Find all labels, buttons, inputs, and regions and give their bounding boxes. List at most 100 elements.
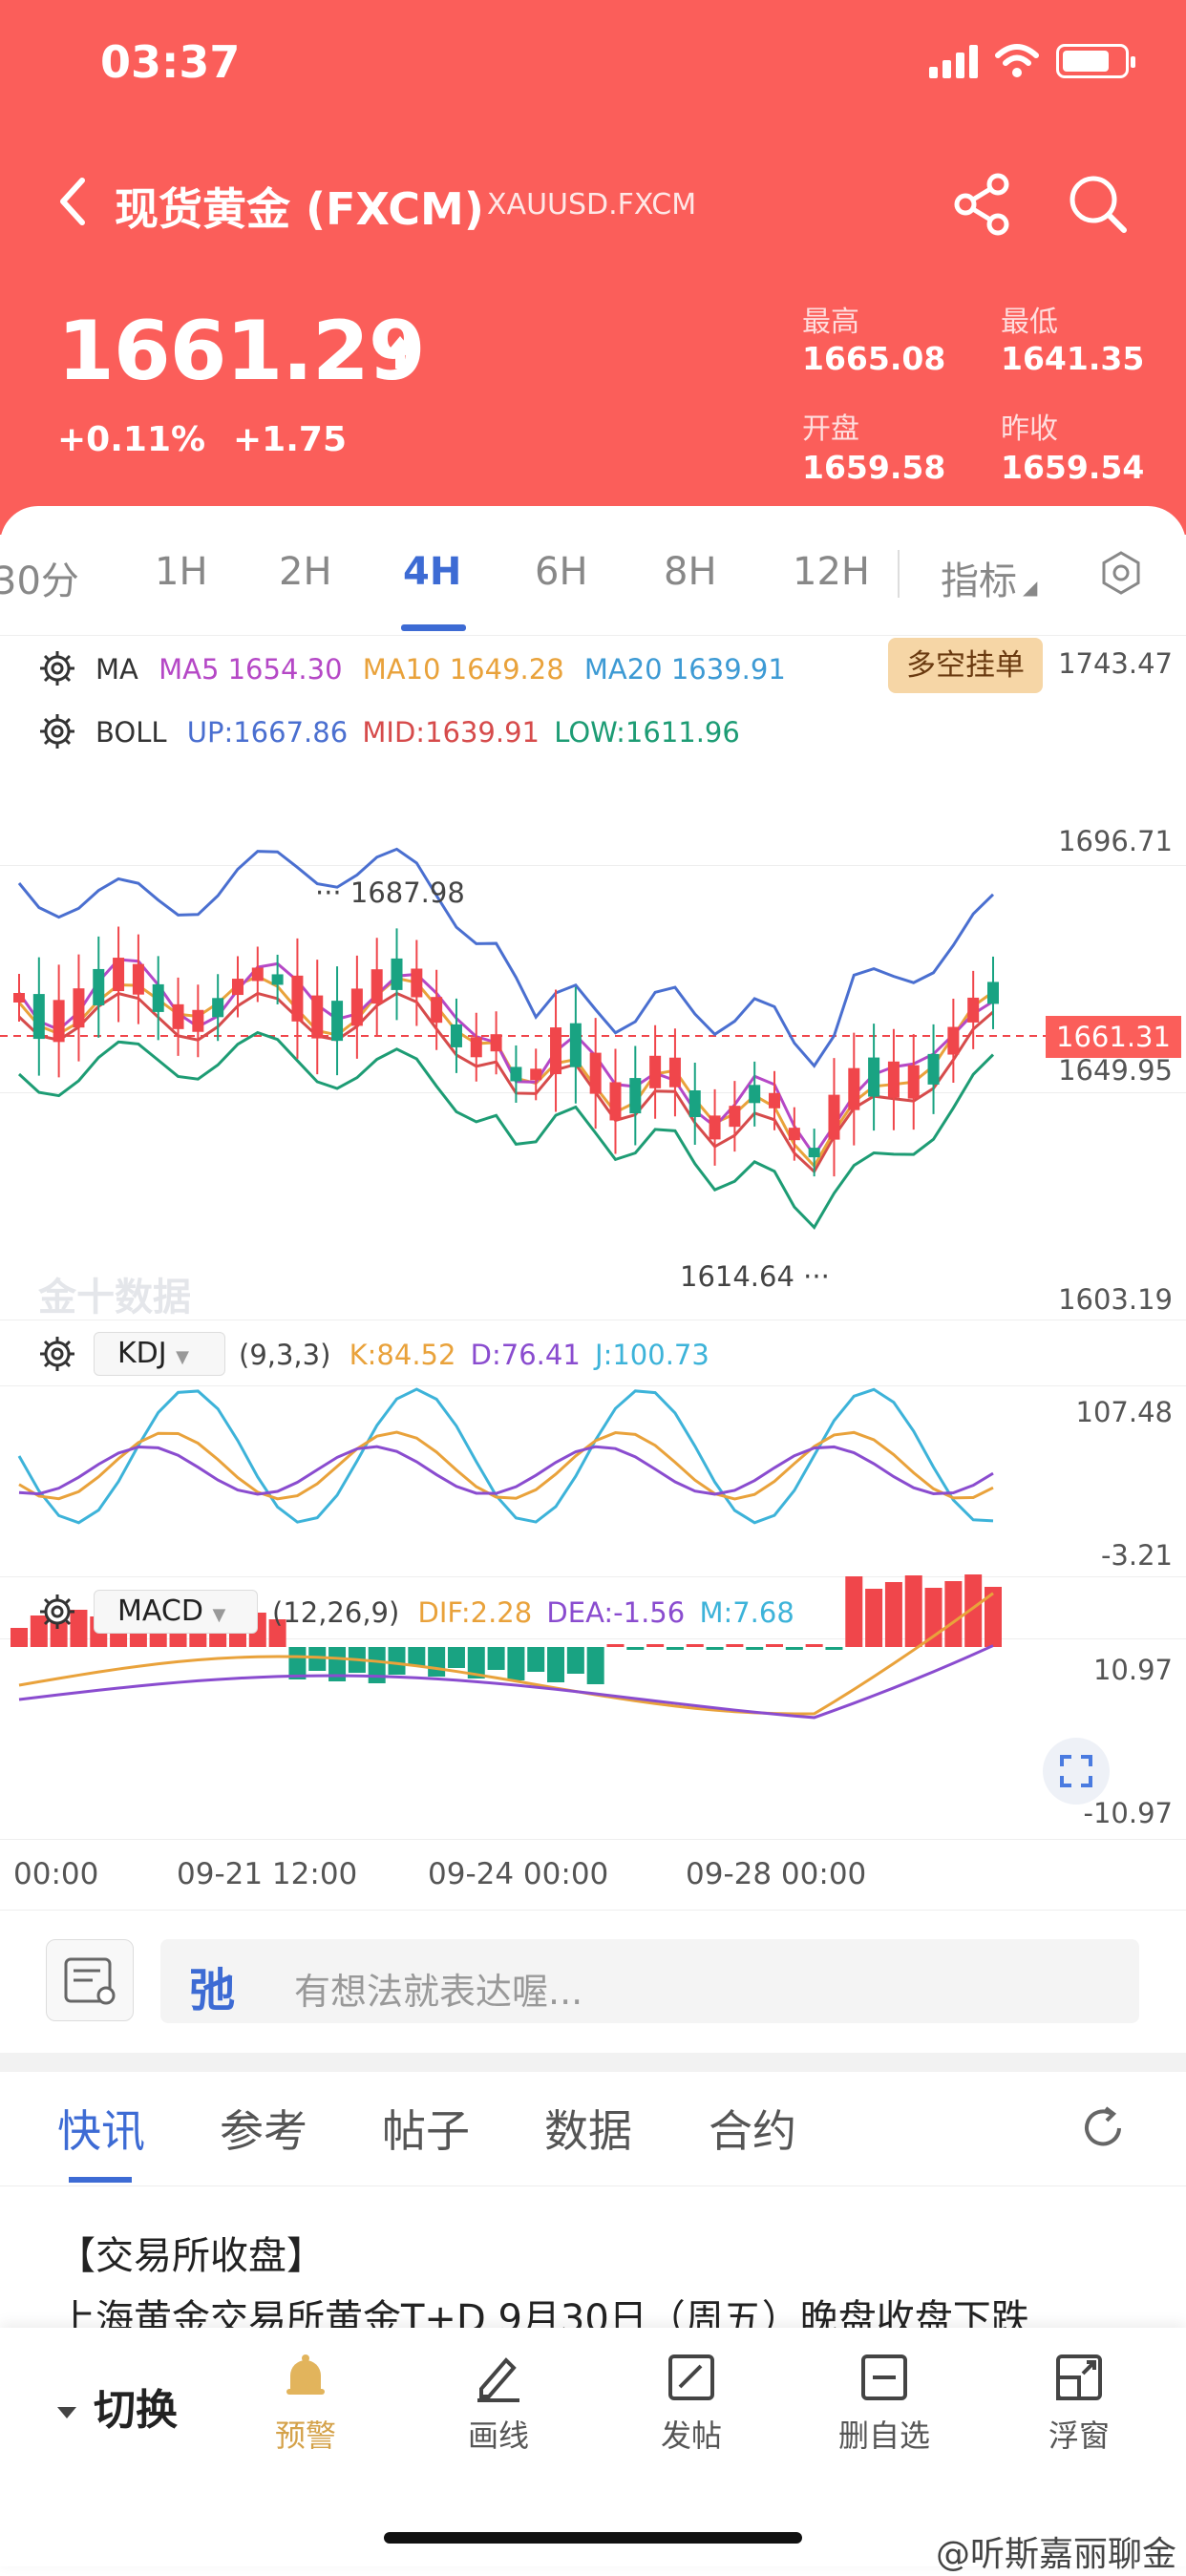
caret-down-icon: ◢ [1023,576,1038,599]
news-tab-flash[interactable]: 快讯 [57,2105,145,2157]
candle-body [350,988,363,1026]
ma10-value: MA10 1649.28 [362,653,564,686]
news-item-title[interactable]: 【交易所收盘】 [57,2234,325,2278]
candle-body [887,1061,900,1098]
order-button[interactable]: 多空挂单 [888,638,1043,693]
post-button[interactable]: 发帖 [634,2349,749,2456]
candle-body [629,1078,642,1114]
current-price: 1661.29 [57,304,426,399]
chart-watermark: 金十数据 [38,1276,191,1320]
refresh-icon[interactable] [1077,2102,1129,2154]
news-tab-reference[interactable]: 参考 [220,2105,307,2157]
floating-window-button[interactable]: 浮窗 [1022,2349,1136,2456]
tab-2h[interactable]: 2H [279,550,332,594]
kdj-settings-icon[interactable] [38,1335,76,1373]
macd-indicator-select[interactable]: MACD ▼ [94,1590,258,1634]
comment-input[interactable]: 弛 有想法就表达喔... [160,1939,1139,2023]
kdj-name: KDJ [117,1337,167,1370]
candle-body [729,1106,741,1128]
tab-4h[interactable]: 4H [403,550,462,594]
macd-histogram-bar [467,1647,485,1679]
candle-body [212,998,224,1018]
macd-histogram-bar [368,1647,386,1683]
macd-settings-icon[interactable] [38,1593,76,1631]
kdj-params: (9,3,3) [239,1339,331,1371]
candle-body [152,983,164,1012]
low-label: 最低 [1001,306,1058,339]
remove-watchlist-button[interactable]: 删自选 [827,2349,942,2456]
notes-button[interactable] [46,1939,134,2021]
macd-histogram-bar [11,1628,28,1647]
boll-mid-value: MID:1639.91 [362,716,540,749]
ma-settings-icon[interactable] [38,649,76,687]
floating-window-icon [1056,2354,1102,2400]
macd-histogram-bar [646,1644,665,1647]
candle-body [769,1092,781,1109]
edit-note-icon [668,2354,714,2400]
candle-body [271,974,284,985]
candle-body [868,1057,880,1097]
share-icon[interactable] [950,171,1017,238]
macd-legend: (12,26,9) DIF:2.28 DEA:-1.56 M:7.68 [272,1596,794,1629]
candle-body [93,968,105,1005]
boll-settings-icon[interactable] [38,712,76,750]
status-icons [929,44,1135,78]
chart-settings-icon[interactable] [1098,550,1144,596]
macd-histogram-bar [785,1647,803,1650]
candle-body [510,1066,522,1082]
macd-histogram-bar [487,1647,505,1670]
tab-8h[interactable]: 8H [664,550,717,594]
candle-body [291,975,304,1022]
prev-close-value: 1659.54 [1001,449,1145,486]
back-icon[interactable] [48,173,105,230]
macd-m-value: M:7.68 [699,1596,794,1629]
indicator-tab[interactable]: 指标 ◢ [941,550,1037,605]
macd-histogram-bar [964,1574,983,1647]
news-tab-contract[interactable]: 合约 [709,2105,796,2157]
alert-button[interactable]: 预警 [248,2349,363,2456]
indicator-tab-label: 指标 [941,560,1017,603]
macd-histogram-bar [985,1587,1002,1647]
macd-histogram-bar [50,1622,68,1647]
min-price-annotation: 1614.64 ··· [680,1260,830,1293]
macd-histogram-bar [726,1644,744,1647]
switch-button[interactable]: 切换 [57,2375,178,2437]
fullscreen-button[interactable] [1043,1738,1110,1805]
candle-body [73,988,85,1028]
notes-icon [64,1957,116,2005]
kdj-legend: (9,3,3) K:84.52 D:76.41 J:100.73 [239,1339,709,1371]
search-icon[interactable] [1065,171,1132,238]
low-value: 1641.35 [1001,340,1145,377]
macd-histogram-bar [388,1647,406,1675]
macd-histogram-bar [30,1615,48,1647]
macd-histogram-bar [924,1588,942,1647]
candle-body [649,1055,662,1088]
tab-12h[interactable]: 12H [793,550,870,594]
active-tab-underline [401,624,466,631]
kdj-d-line [18,1445,994,1496]
news-tab-data[interactable]: 数据 [544,2105,632,2157]
macd-y-top: 10.97 [1092,1654,1173,1686]
draw-line-button[interactable]: 画线 [441,2349,556,2456]
news-tab-posts[interactable]: 帖子 [382,2105,470,2157]
candle-body [371,969,383,1004]
battery-icon [1056,44,1135,78]
macd-histogram-bar [288,1647,307,1679]
macd-y-bottom: -10.97 [1083,1797,1174,1829]
kdj-indicator-select[interactable]: KDJ ▼ [94,1332,225,1376]
candle-body [907,1065,920,1099]
tab-6h[interactable]: 6H [535,550,588,594]
max-price-annotation: ··· 1687.98 [315,876,465,909]
watermark-text: @听斯嘉丽聊金 [935,2535,1176,2574]
news-tabs: 快讯 参考 帖子 数据 合约 [0,2072,1186,2186]
cellular-signal-icon [929,44,978,78]
pen-icon [477,2357,519,2402]
tab-30min[interactable]: 30分 [0,560,79,603]
tab-1h[interactable]: 1H [155,550,208,594]
content-panel [0,506,1186,2566]
macd-histogram-bar [666,1647,684,1650]
ma5-value: MA5 1654.30 [159,653,343,686]
macd-histogram-bar [308,1647,327,1671]
macd-params: (12,26,9) [272,1596,400,1629]
y-label-2: 1696.71 [1058,825,1173,857]
